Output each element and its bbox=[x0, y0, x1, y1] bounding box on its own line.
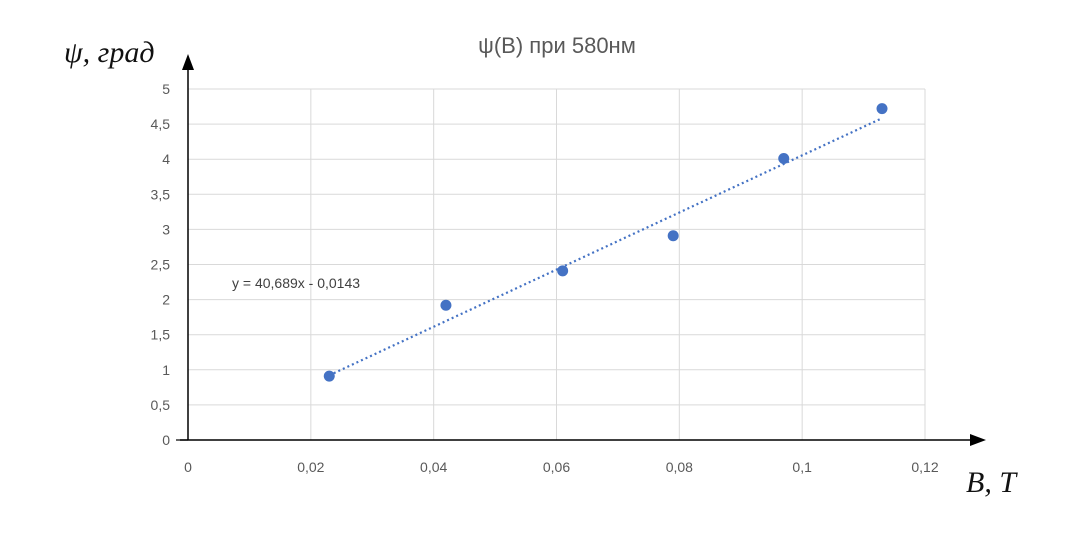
x-tick-labels: 0 0,02 0,04 0,06 0,08 0,1 0,12 bbox=[184, 459, 939, 475]
chart-title: ψ(B) при 580нм bbox=[478, 33, 636, 58]
data-point bbox=[557, 265, 569, 277]
y-tick-label: 0 bbox=[162, 432, 170, 448]
x-tick-label: 0,06 bbox=[543, 459, 570, 475]
y-tick-label: 2,5 bbox=[151, 257, 171, 273]
data-point bbox=[667, 230, 679, 242]
x-tick-label: 0,04 bbox=[420, 459, 447, 475]
x-tick-label: 0 bbox=[184, 459, 192, 475]
data-point bbox=[778, 152, 790, 164]
y-tick-label: 4,5 bbox=[151, 116, 171, 132]
y-tick-labels: 0 0,5 1 1,5 2 2,5 3 3,5 4 4,5 5 bbox=[151, 81, 171, 448]
trendline bbox=[328, 117, 883, 377]
y-tick-label: 3 bbox=[162, 221, 170, 237]
x-tick-label: 0,12 bbox=[911, 459, 938, 475]
trendline-group bbox=[328, 117, 883, 377]
y-tick-label: 5 bbox=[162, 81, 170, 97]
grid-lines bbox=[188, 88, 926, 440]
y-tick-label: 1 bbox=[162, 362, 170, 378]
y-tick-label: 2 bbox=[162, 292, 170, 308]
data-point bbox=[876, 103, 888, 115]
data-point bbox=[323, 370, 335, 382]
x-axis-arrow-icon bbox=[970, 434, 986, 446]
y-tick-label: 0,5 bbox=[151, 397, 171, 413]
x-tick-label: 0,08 bbox=[666, 459, 693, 475]
y-tick-label: 4 bbox=[162, 151, 170, 167]
data-point bbox=[440, 299, 452, 311]
y-axis-label: ψ, град bbox=[64, 36, 155, 69]
y-tick-label: 3,5 bbox=[151, 186, 171, 202]
data-points bbox=[323, 103, 888, 382]
x-tick-label: 0,1 bbox=[792, 459, 812, 475]
y-axis-arrow-icon bbox=[182, 54, 194, 70]
x-axis-label: B, T bbox=[966, 466, 1018, 499]
y-tick-label: 1,5 bbox=[151, 327, 171, 343]
trendline-equation: y = 40,689x - 0,0143 bbox=[232, 275, 360, 291]
x-tick-label: 0,02 bbox=[297, 459, 324, 475]
